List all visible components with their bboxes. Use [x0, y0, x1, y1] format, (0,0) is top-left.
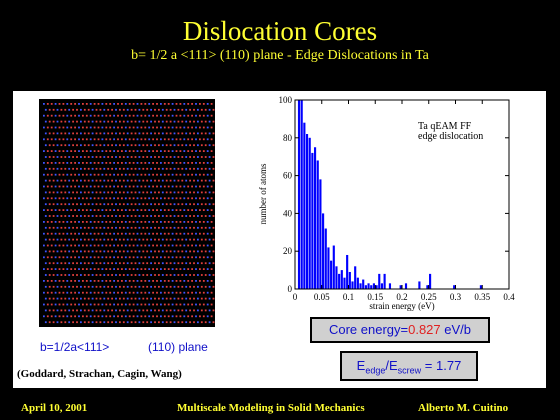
- histogram-bar: [348, 271, 351, 289]
- histogram-bars: [297, 100, 482, 290]
- histogram-bar: [322, 213, 325, 289]
- x-tick-label: 0: [293, 292, 298, 302]
- histogram-bar: [327, 247, 330, 289]
- histogram-bar: [375, 285, 378, 289]
- histogram-bar: [404, 283, 408, 289]
- dislocation-lattice-image: [39, 99, 215, 327]
- histogram-bar: [297, 100, 301, 289]
- ratio-e2: /E: [385, 358, 398, 373]
- histogram-bar: [313, 147, 317, 289]
- x-tick-label: 0.4: [503, 292, 515, 302]
- axis-ticks: 0 0.05 0.1 0.15 0.2 0.25 0.3 0.35 0.4 0 20 40 60 80 10…: [279, 95, 516, 302]
- histogram-bar: [479, 285, 482, 289]
- histogram-bar: [335, 266, 338, 289]
- plot-frame: [294, 99, 510, 290]
- histogram-bar: [372, 283, 375, 289]
- histogram-bar: [359, 283, 362, 289]
- histogram-bar: [388, 283, 392, 289]
- ratio-value: = 1.77: [421, 358, 462, 373]
- footer-date: April 10, 2001: [21, 402, 88, 414]
- y-tick-label: 40: [283, 208, 293, 218]
- y-tick-label: 20: [283, 246, 293, 256]
- y-axis-label: number of atoms: [258, 163, 268, 224]
- histogram-bar: [305, 134, 309, 289]
- x-tick-label: 0.15: [367, 292, 383, 302]
- histogram-bar: [300, 100, 303, 289]
- histogram-bar: [311, 152, 314, 289]
- histogram-bar: [351, 281, 354, 289]
- histogram-bar: [308, 137, 311, 289]
- histogram-bar: [367, 283, 370, 289]
- histogram-bar: [356, 277, 359, 289]
- histogram-bar: [330, 260, 333, 289]
- x-tick-label: 0.3: [450, 292, 462, 302]
- ratio-sub-screw: screw: [397, 365, 422, 376]
- histogram-bar: [324, 228, 327, 289]
- content-panel: b=1/2a<111> (110) plane (Goddard, Strach…: [13, 91, 546, 388]
- histogram-bar: [370, 285, 373, 289]
- core-energy-label: Core energy=: [328, 322, 409, 337]
- ratio-e1: E: [356, 358, 366, 373]
- histogram-bar: [362, 279, 365, 289]
- x-tick-label: 0.05: [314, 292, 330, 302]
- y-tick-label: 60: [283, 171, 293, 181]
- lattice-atoms: [43, 103, 215, 324]
- histogram-bar: [303, 122, 306, 290]
- x-tick-label: 0.35: [474, 292, 490, 302]
- core-energy-unit: eV/b: [440, 322, 472, 337]
- footer-author: Alberto M. Cuitino: [418, 402, 509, 414]
- strain-energy-histogram: 0 0.05 0.1 0.15 0.2 0.25 0.3 0.35 0.4 0 20 40 60 80 10…: [258, 95, 516, 311]
- histogram-bar: [316, 160, 319, 289]
- y-tick-label: 100: [279, 95, 293, 105]
- y-tick-label: 80: [283, 133, 293, 143]
- burgers-vector-caption: b=1/2a<111>: [40, 340, 110, 354]
- histogram-bar: [453, 285, 456, 289]
- histogram-bar: [332, 245, 335, 289]
- x-axis-label: strain energy (eV): [369, 301, 434, 311]
- histogram-bar: [378, 273, 381, 289]
- histogram-bar: [343, 277, 346, 289]
- histogram-bar: [340, 270, 343, 289]
- credits-text: (Goddard, Strachan, Cagin, Wang): [17, 368, 182, 380]
- energy-ratio-box: Eedge/Escrew = 1.77: [340, 351, 478, 381]
- y-tick-label: 0: [288, 284, 293, 294]
- histogram-bar: [426, 285, 429, 289]
- core-energy-value: 0.827: [408, 322, 441, 337]
- histogram-bar: [383, 273, 386, 289]
- histogram-bar: [429, 273, 432, 289]
- x-tick-label: 0.1: [343, 292, 354, 302]
- histogram-bar: [418, 281, 421, 289]
- plane-caption: (110) plane: [148, 340, 208, 354]
- core-energy-box: Core energy=0.827 eV/b: [310, 317, 490, 343]
- slide-title: Dislocation Cores: [182, 16, 378, 46]
- ratio-sub-edge: edge: [365, 365, 386, 376]
- x-tick-label: 0.2: [396, 292, 407, 302]
- histogram-bar: [399, 285, 402, 289]
- histogram-bar: [354, 266, 357, 289]
- histogram-bar: [319, 179, 322, 289]
- footer-course: Multiscale Modeling in Solid Mechanics: [177, 402, 365, 414]
- slide-subtitle: b= 1/2 a <111> (110) plane - Edge Disloc…: [131, 48, 429, 63]
- histogram-bar: [346, 254, 349, 289]
- legend-line1: Ta qEAM FF: [418, 121, 472, 132]
- legend-line2: edge dislocation: [418, 131, 483, 142]
- histogram-bar: [364, 285, 367, 289]
- x-tick-label: 0.25: [421, 292, 437, 302]
- histogram-bar: [380, 283, 384, 289]
- histogram-bar: [338, 273, 341, 289]
